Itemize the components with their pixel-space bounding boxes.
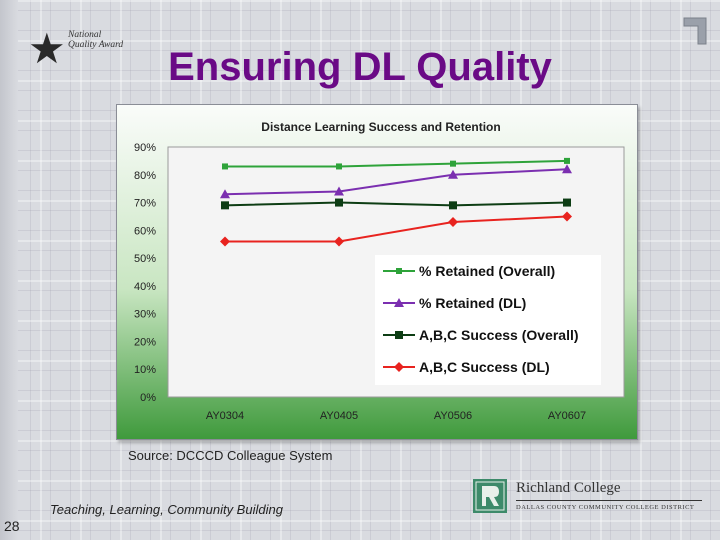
college-rule	[516, 500, 702, 501]
college-name: Richland College	[516, 480, 621, 496]
data-point	[220, 189, 230, 199]
source-note: Source: DCCCD Colleague System	[128, 448, 333, 463]
series-line	[224, 201, 568, 207]
data-point	[336, 163, 342, 170]
corner-logo-icon	[683, 17, 707, 45]
legend-marker	[394, 298, 404, 307]
y-tick-label: 70%	[134, 198, 156, 210]
legend-label: % Retained (Overall)	[419, 263, 555, 279]
series-line	[224, 168, 568, 196]
data-point	[220, 236, 230, 247]
x-tick-label: AY0506	[434, 410, 472, 422]
x-tick-label: AY0405	[320, 410, 358, 422]
y-tick-label: 20%	[134, 336, 156, 348]
quality-award-logo: ★ National Quality Award	[28, 26, 124, 76]
data-point	[564, 157, 570, 164]
college-district: DALLAS COUNTY COMMUNITY COLLEGE DISTRICT	[516, 504, 695, 511]
data-point	[449, 201, 457, 210]
x-tick-label: AY0304	[206, 410, 244, 422]
legend-label: A,B,C Success (Overall)	[419, 327, 579, 343]
legend-box	[375, 255, 601, 385]
x-tick-label: AY0607	[548, 410, 586, 422]
y-tick-label: 80%	[134, 170, 156, 182]
star-icon: ★	[28, 25, 66, 72]
legend-marker	[395, 331, 403, 339]
y-tick-label: 40%	[134, 281, 156, 293]
college-mark-icon	[473, 479, 507, 513]
data-point	[562, 164, 572, 174]
college-logo: Richland College DALLAS COUNTY COMMUNITY…	[472, 478, 712, 518]
chart-container: Distance Learning Success and Retention …	[116, 104, 638, 440]
data-point	[221, 201, 229, 210]
y-tick-label: 60%	[134, 225, 156, 237]
data-point	[563, 198, 571, 207]
left-frame-bar	[0, 0, 18, 540]
series-line	[225, 159, 568, 168]
line-chart: Distance Learning Success and Retention …	[117, 105, 637, 439]
data-point	[562, 211, 572, 222]
y-tick-label: 90%	[134, 142, 156, 154]
tagline: Teaching, Learning, Community Building	[50, 502, 283, 517]
data-point	[335, 198, 343, 207]
chart-title: Distance Learning Success and Retention	[261, 120, 500, 134]
data-point	[448, 169, 458, 179]
legend-marker	[394, 362, 404, 372]
legend-marker	[396, 268, 402, 274]
data-point	[334, 186, 344, 196]
y-tick-label: 10%	[134, 364, 156, 376]
legend-label: A,B,C Success (DL)	[419, 359, 550, 375]
y-tick-label: 0%	[140, 392, 156, 404]
y-tick-label: 30%	[134, 309, 156, 321]
slide-title: Ensuring DL Quality	[168, 45, 552, 89]
data-point	[334, 236, 344, 247]
data-point	[222, 163, 228, 170]
y-tick-label: 50%	[134, 253, 156, 265]
award-logo-text: National Quality Award	[68, 30, 124, 50]
data-point	[448, 217, 458, 227]
page-number: 28	[4, 518, 20, 534]
series-line	[225, 215, 568, 243]
data-point	[450, 160, 456, 167]
legend-label: % Retained (DL)	[419, 295, 526, 311]
